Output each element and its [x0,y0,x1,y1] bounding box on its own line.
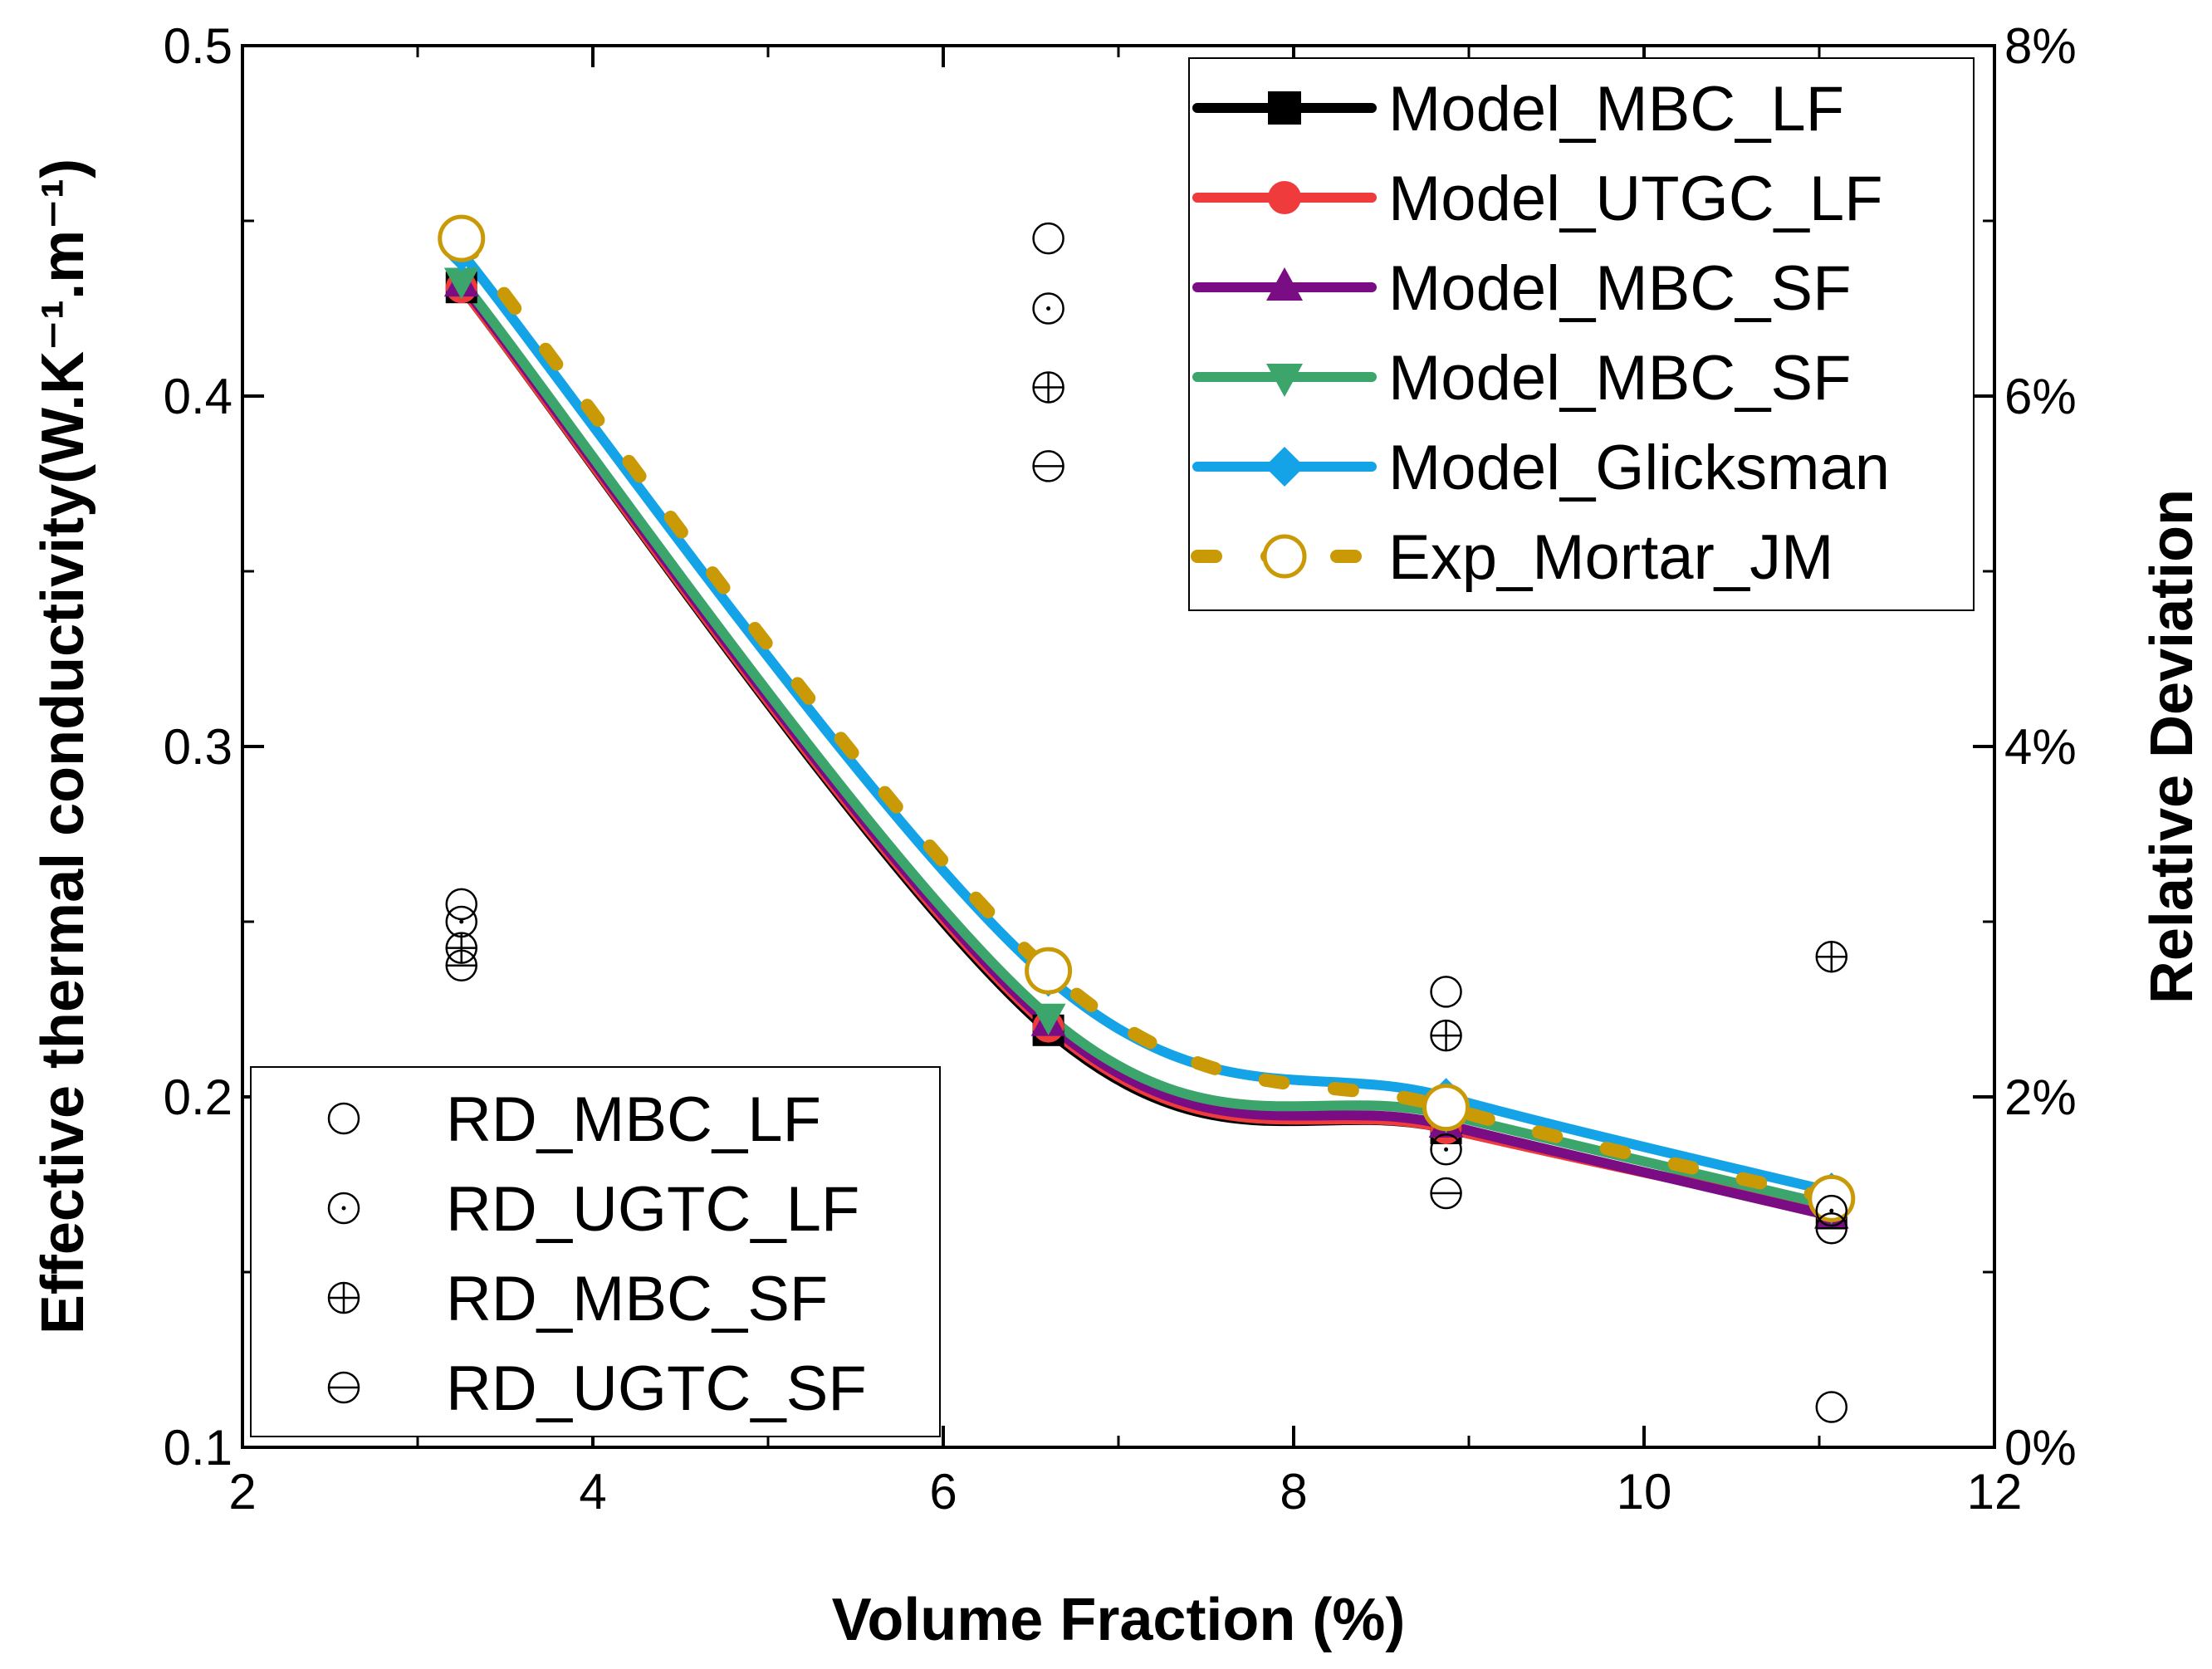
data-point-exp-mortar-jm [1808,1174,1856,1222]
legend-marker-rd-ugtc-sf [327,1371,360,1404]
legend-marker-model-utgc-lf [1268,181,1301,214]
rd-dot [1829,1208,1834,1213]
legend-marker-rd-mbc-sf [327,1281,360,1314]
legend-deviation-frame [250,1066,941,1437]
deviation-point-rd-ugtc-sf [1430,1177,1462,1210]
y2-tick-label: 0% [2004,1420,2077,1476]
deviation-point-rd-ugtc-lf [1032,292,1064,325]
y-tick-label: 0.2 [164,1069,232,1125]
legend-label: Model_UTGC_LF [1388,164,1883,234]
series-lines [454,232,1838,1221]
series-line-model-glicksman [456,247,1837,1197]
legend-marker-exp-mortar-jm [1262,534,1307,579]
deviation-point-rd-mbc-sf [1032,371,1064,404]
series-markers [438,214,1856,1229]
y-axis-title: Effective thermal conductivity(W.K⁻¹.m⁻¹… [30,159,96,1334]
y2-tick-label: 2% [2004,1069,2077,1125]
axis-ticks: 2 4 6 8 10 12 0.1 0.2 0.3 0.4 0.5 0% 2% 4% 6% 8% [164,18,2077,1520]
rd-circle [1032,222,1064,255]
legend-deviation: RD_MBC_LF RD_UGTC_LF RD_MBC_SF RD_UGTC_SF [250,1066,941,1437]
deviation-point-rd-mbc-sf [1815,940,1848,973]
x-tick-label: 8 [1280,1464,1307,1520]
series-line-exp-mortar-jm [454,232,1838,1206]
deviation-point-rd-mbc-lf [1815,1391,1848,1423]
deviation-point-rd-mbc-lf [1430,976,1462,1008]
legend-label: Exp_Mortar_JM [1388,522,1833,593]
legend-label: Model_MBC_LF [1388,74,1844,144]
legend-models-frame [1188,57,1975,611]
deviation-point-rd-ugtc-lf [1815,1194,1848,1227]
deviation-point-rd-mbc-lf [445,888,477,921]
data-point-model-mbc-sf [443,267,479,300]
rd-dot [1046,306,1051,311]
y-tick-label: 0.3 [164,719,232,775]
legend-marker-model-mbc-sf [1266,364,1303,397]
deviation-point-rd-ugtc-lf [1430,1133,1462,1166]
rd-circle [445,888,477,921]
rd-circle [1032,292,1064,325]
data-point-model-mbc-sf [1030,1003,1066,1035]
rd-circle [327,1192,360,1225]
rd-dot [341,1206,346,1211]
deviation-point-rd-ugtc-sf [1032,450,1064,482]
legend-marker-model-mbc-sf [1266,267,1303,301]
legend-label: Model_Glicksman [1388,433,1890,503]
rd-dot [459,919,464,924]
deviation-point-rd-ugtc-sf [1815,1212,1848,1245]
deviation-point-rd-mbc-sf [445,932,477,964]
y2-tick-label: 8% [2004,18,2077,74]
legend-label: Model_MBC_SF [1388,253,1852,324]
legend-models: Model_MBC_LF Model_UTGC_LF Model_MBC_SF Mod… [1188,57,1975,611]
rd-circle [1430,1133,1462,1166]
deviation-points [445,222,1848,1423]
y-tick-label: 0.1 [164,1420,232,1476]
legend-label: RD_MBC_LF [446,1084,821,1155]
legend-label: Model_MBC_SF [1388,343,1852,414]
legend-marker-model-mbc-lf [1268,91,1301,125]
y-tick-label: 0.4 [164,369,232,424]
legend-marker-rd-ugtc-lf [327,1192,360,1225]
y2-tick-label: 4% [2004,719,2077,775]
data-point-exp-mortar-jm [1422,1084,1471,1132]
legend-label: RD_UGTC_SF [446,1353,867,1424]
rd-circle [327,1102,360,1135]
rd-dot [1444,1147,1449,1152]
rd-circle [1815,1391,1848,1423]
y-tick-label: 0.5 [164,18,232,74]
legend-marker-rd-mbc-lf [327,1102,360,1135]
data-point-exp-mortar-jm [438,214,486,262]
x-tick-label: 6 [929,1464,957,1520]
deviation-point-rd-ugtc-sf [445,949,477,981]
deviation-point-rd-mbc-sf [1430,1019,1462,1052]
rd-circle [1430,976,1462,1008]
x-tick-label: 4 [579,1464,606,1520]
x-tick-label: 2 [228,1464,256,1520]
deviation-point-rd-mbc-lf [1032,222,1064,255]
rd-circle [1815,1194,1848,1227]
legend-label: RD_UGTC_LF [446,1174,859,1245]
data-point-exp-mortar-jm [1025,947,1073,995]
y2-axis-title: Relative Deviation [2139,489,2205,1004]
legend-label: RD_MBC_SF [446,1264,828,1334]
legend-marker-model-glicksman [1265,447,1304,487]
x-tick-label: 12 [1967,1464,2023,1520]
x-tick-label: 10 [1617,1464,1672,1520]
y2-tick-label: 6% [2004,369,2077,424]
x-axis-title: Volume Fraction (%) [832,1587,1406,1653]
